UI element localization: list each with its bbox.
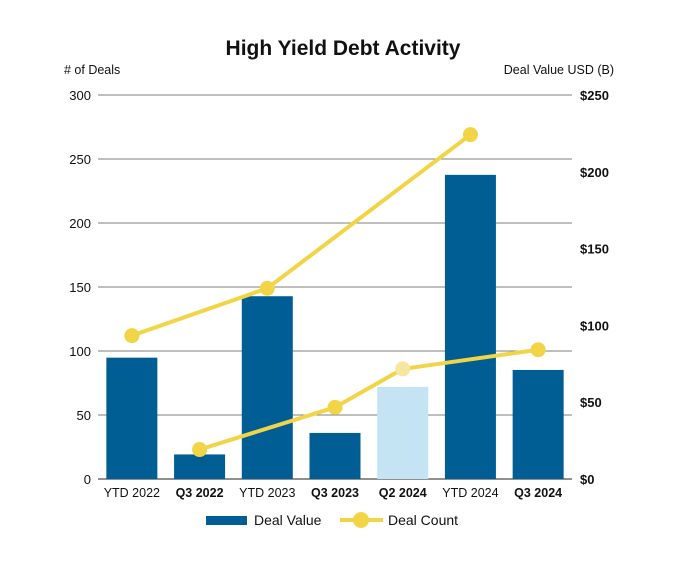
deal-count-point bbox=[395, 361, 411, 377]
right-tick-label: $0 bbox=[580, 472, 594, 487]
bar bbox=[106, 357, 158, 479]
right-axis: $0 $50 $100 $150 $200 $250 bbox=[580, 88, 609, 487]
deal-count-point bbox=[530, 342, 546, 358]
deal-count-point bbox=[124, 328, 140, 344]
deal-count-point bbox=[192, 442, 208, 458]
right-tick-label: $50 bbox=[580, 395, 602, 410]
left-tick-label: 300 bbox=[69, 88, 91, 103]
legend-swatch-deal-count-marker bbox=[353, 512, 369, 528]
category-label: Q3 2024 bbox=[514, 486, 562, 500]
category-label: Q2 2024 bbox=[379, 486, 427, 500]
right-axis-title: Deal Value USD (B) bbox=[504, 63, 614, 77]
right-tick-label: $100 bbox=[580, 318, 609, 333]
category-label: YTD 2023 bbox=[239, 486, 295, 500]
gridlines bbox=[98, 94, 572, 480]
deal-count-line bbox=[198, 347, 539, 452]
left-tick-label: 250 bbox=[69, 152, 91, 167]
bar bbox=[377, 386, 429, 479]
left-tick-label: 150 bbox=[69, 280, 91, 295]
deal-count-point bbox=[259, 280, 275, 296]
line-series bbox=[124, 127, 546, 458]
left-tick-label: 50 bbox=[77, 408, 91, 423]
bar bbox=[174, 454, 226, 479]
x-axis: YTD 2022 Q3 2022 YTD 2023 Q3 2023 Q2 2024 YTD… bbox=[104, 486, 562, 500]
bar bbox=[444, 174, 496, 479]
legend-label-deal-count: Deal Count bbox=[388, 512, 458, 528]
left-axis-title: # of Deals bbox=[64, 63, 120, 77]
left-tick-label: 200 bbox=[69, 216, 91, 231]
deal-count-point bbox=[462, 127, 478, 143]
left-tick-label: 100 bbox=[69, 344, 91, 359]
legend: Deal Value Deal Count bbox=[206, 512, 458, 528]
legend-label-deal-value: Deal Value bbox=[254, 512, 322, 528]
deal-count-line bbox=[131, 133, 472, 338]
category-label: YTD 2022 bbox=[104, 486, 160, 500]
left-tick-label: 0 bbox=[84, 472, 91, 487]
deal-count-point bbox=[327, 399, 343, 415]
left-axis: 0 50 100 150 200 250 300 bbox=[69, 88, 91, 487]
bar bbox=[512, 369, 564, 479]
right-tick-label: $150 bbox=[580, 242, 609, 257]
category-label: YTD 2024 bbox=[442, 486, 498, 500]
right-tick-label: $250 bbox=[580, 88, 609, 103]
legend-swatch-deal-value bbox=[206, 516, 247, 525]
bar-series bbox=[106, 174, 564, 479]
bar bbox=[241, 296, 293, 479]
chart-title: High Yield Debt Activity bbox=[226, 37, 461, 60]
bar bbox=[309, 432, 361, 479]
category-label: Q3 2023 bbox=[311, 486, 359, 500]
right-tick-label: $200 bbox=[580, 165, 609, 180]
category-label: Q3 2022 bbox=[176, 486, 224, 500]
